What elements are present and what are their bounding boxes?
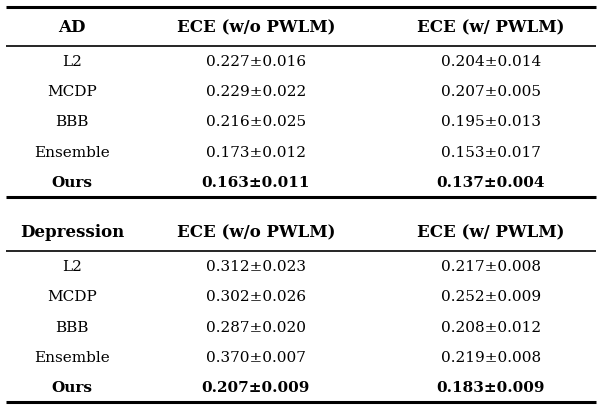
Text: 0.195±0.013: 0.195±0.013 bbox=[441, 115, 541, 129]
Text: 0.217±0.008: 0.217±0.008 bbox=[441, 260, 541, 273]
Text: 0.229±0.022: 0.229±0.022 bbox=[206, 85, 306, 99]
Text: 0.287±0.020: 0.287±0.020 bbox=[206, 320, 306, 334]
Text: ECE (w/o PWLM): ECE (w/o PWLM) bbox=[176, 19, 335, 36]
Text: 0.207±0.005: 0.207±0.005 bbox=[441, 85, 541, 99]
Text: L2: L2 bbox=[62, 55, 82, 69]
Text: 0.137±0.004: 0.137±0.004 bbox=[436, 176, 545, 189]
Text: 0.227±0.016: 0.227±0.016 bbox=[206, 55, 306, 69]
Text: ECE (w/o PWLM): ECE (w/o PWLM) bbox=[176, 224, 335, 241]
Text: 0.183±0.009: 0.183±0.009 bbox=[436, 380, 545, 394]
Text: 0.219±0.008: 0.219±0.008 bbox=[441, 350, 541, 364]
Text: 0.204±0.014: 0.204±0.014 bbox=[441, 55, 541, 69]
Text: BBB: BBB bbox=[55, 115, 89, 129]
Text: Ensemble: Ensemble bbox=[34, 145, 110, 159]
Text: 0.163±0.011: 0.163±0.011 bbox=[202, 176, 310, 189]
Text: 0.216±0.025: 0.216±0.025 bbox=[206, 115, 306, 129]
Text: MCDP: MCDP bbox=[48, 85, 97, 99]
Text: Ensemble: Ensemble bbox=[34, 350, 110, 364]
Text: Ours: Ours bbox=[52, 176, 93, 189]
Text: 0.208±0.012: 0.208±0.012 bbox=[441, 320, 541, 334]
Text: 0.207±0.009: 0.207±0.009 bbox=[202, 380, 310, 394]
Text: L2: L2 bbox=[62, 260, 82, 273]
Text: ECE (w/ PWLM): ECE (w/ PWLM) bbox=[417, 224, 565, 241]
Text: Depression: Depression bbox=[20, 224, 125, 241]
Text: 0.312±0.023: 0.312±0.023 bbox=[206, 260, 306, 273]
Text: 0.302±0.026: 0.302±0.026 bbox=[206, 290, 306, 304]
Text: ECE (w/ PWLM): ECE (w/ PWLM) bbox=[417, 19, 565, 36]
Text: AD: AD bbox=[58, 19, 86, 36]
Text: 0.370±0.007: 0.370±0.007 bbox=[206, 350, 306, 364]
Text: Ours: Ours bbox=[52, 380, 93, 394]
Text: 0.153±0.017: 0.153±0.017 bbox=[441, 145, 541, 159]
Text: MCDP: MCDP bbox=[48, 290, 97, 304]
Text: BBB: BBB bbox=[55, 320, 89, 334]
Text: 0.252±0.009: 0.252±0.009 bbox=[441, 290, 541, 304]
Text: 0.173±0.012: 0.173±0.012 bbox=[206, 145, 306, 159]
